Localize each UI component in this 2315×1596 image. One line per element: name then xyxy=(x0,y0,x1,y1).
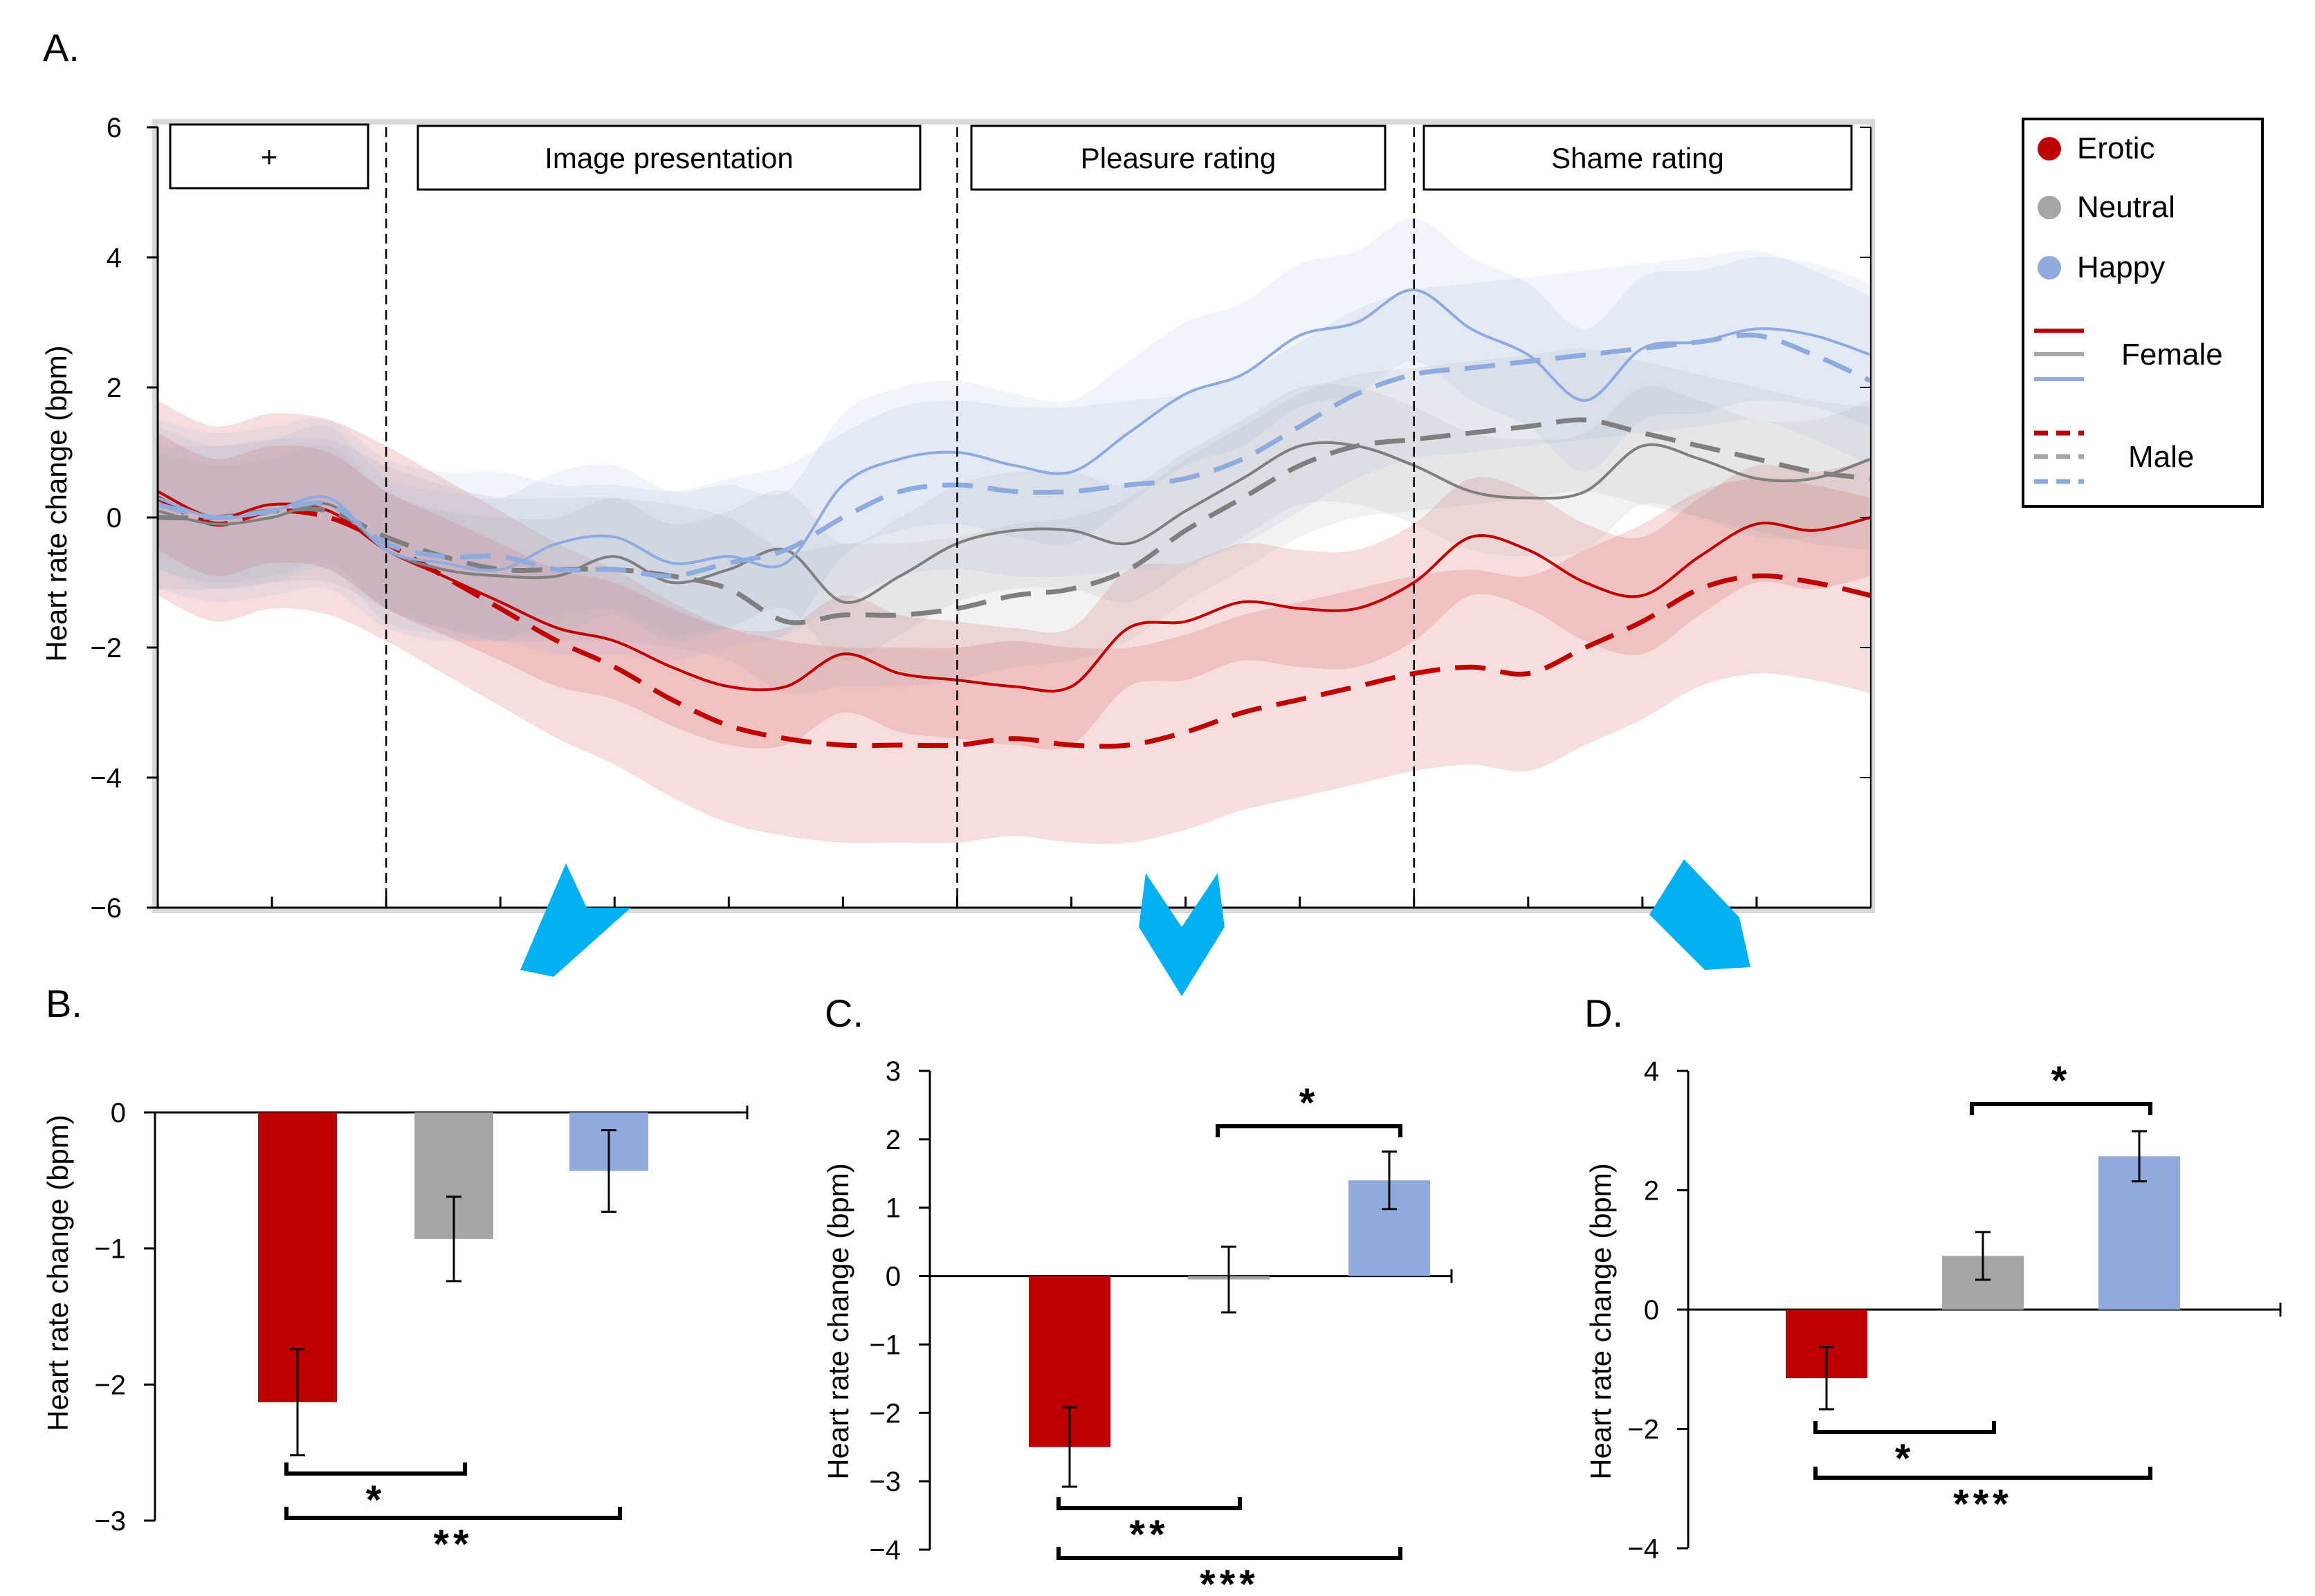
arrow-shame-rating-icon xyxy=(1649,859,1750,970)
phase-box-shame-rating xyxy=(1422,125,1853,191)
panel-b-ytick-label: 0 xyxy=(111,1098,126,1128)
legend-male-label: Male xyxy=(2128,440,2194,474)
significance-bracket xyxy=(1056,1547,1402,1560)
panel-c-ytick-label: −2 xyxy=(869,1398,901,1429)
arrow-pleasure-rating-icon xyxy=(1139,873,1225,996)
band-erotic-female xyxy=(158,432,1871,750)
panel-a-ytick-label: −4 xyxy=(90,763,122,794)
panel-d: D. 420−2−4***** Heart rate change (bpm) xyxy=(1584,991,2282,1564)
phase-label-image-presentation: Image presentation xyxy=(545,142,794,174)
panel-a-lines xyxy=(156,288,1872,749)
legend-happy-marker xyxy=(2038,256,2061,279)
phase-box-fixation xyxy=(169,123,369,190)
panel-d-ytick-label: 0 xyxy=(1644,1295,1659,1326)
significance-label: ** xyxy=(1129,1512,1169,1557)
arrow-image-presentation-icon xyxy=(520,863,631,977)
panel-a-phase-boundaries xyxy=(385,127,1415,908)
panel-a-ytick-label: 6 xyxy=(107,113,122,143)
significance-bracket xyxy=(1813,1467,2152,1480)
significance-label: ** xyxy=(433,1522,473,1567)
panel-b-y-axis-title: Heart rate change (bpm) xyxy=(42,1115,74,1431)
line-happy-male xyxy=(157,332,1872,579)
panel-d-ytick-label: −2 xyxy=(1627,1415,1659,1445)
panel-c-ytick-label: 0 xyxy=(886,1262,901,1292)
band-happy-male xyxy=(158,250,1871,661)
panel-a-ytick-label: 2 xyxy=(107,373,122,403)
line-happy-female xyxy=(157,288,1872,572)
phase-box-image-presentation xyxy=(417,125,922,191)
significance-bracket xyxy=(1813,1421,1996,1434)
legend-erotic-marker xyxy=(2038,137,2061,160)
significance-label: *** xyxy=(1200,1562,1259,1596)
panel-a: A. + Image presentation Pleasure rating Sha… xyxy=(40,26,2264,924)
panel-c-y-axis-title: Heart rate change (bpm) xyxy=(822,1163,854,1480)
panel-c-ytick-label: 2 xyxy=(886,1125,901,1155)
panel-d-ytick-label: 4 xyxy=(1644,1056,1659,1087)
panel-a-label: A. xyxy=(43,26,80,69)
panel-c-ytick-label: −3 xyxy=(869,1467,901,1497)
panel-d-ytick-label: 2 xyxy=(1644,1176,1659,1207)
legend-box xyxy=(2022,118,2264,508)
panel-a-y-axis-title: Heart rate change (bpm) xyxy=(40,345,73,662)
line-erotic-female xyxy=(157,490,1872,692)
panel-a-axes: 6 4 2 0 −2 −4 −6 xyxy=(90,113,1872,924)
panel-a-frame xyxy=(152,119,1875,913)
panel-b-plot: 0−1−2−3 *** xyxy=(94,1098,749,1567)
panel-c-ytick-label: 3 xyxy=(886,1056,901,1087)
phase-label-shame-rating: Shame rating xyxy=(1551,142,1724,174)
band-erotic-male xyxy=(158,400,1871,844)
significance-bracket xyxy=(1970,1102,2152,1115)
panel-c-ytick-label: 1 xyxy=(886,1193,901,1224)
panel-a-ytick-label: 4 xyxy=(107,243,122,273)
significance-bracket xyxy=(1216,1124,1402,1137)
panel-a-phase-boxes: + Image presentation Pleasure rating Shame … xyxy=(169,123,1853,191)
phase-label-fixation: + xyxy=(261,140,278,173)
panel-d-y-axis-title: Heart rate change (bpm) xyxy=(1584,1163,1617,1480)
significance-label: * xyxy=(2051,1058,2071,1103)
panel-c-ytick-label: −1 xyxy=(869,1330,901,1360)
panel-d-label: D. xyxy=(1584,991,1623,1035)
panel-d-ytick-label: −4 xyxy=(1627,1534,1659,1564)
line-erotic-male xyxy=(156,495,1872,749)
band-neutral-female xyxy=(158,384,1871,661)
panel-a-ytick-label: 0 xyxy=(107,503,122,533)
significance-bracket xyxy=(284,1507,622,1520)
line-neutral-female xyxy=(157,441,1872,605)
significance-label: *** xyxy=(1953,1482,2013,1527)
panel-b-label: B. xyxy=(46,982,82,1025)
significance-bracket xyxy=(284,1462,467,1476)
significance-label: * xyxy=(1299,1081,1319,1126)
significance-bracket xyxy=(1056,1497,1242,1510)
panel-b-ytick-label: −1 xyxy=(94,1234,126,1265)
panel-b: B. 0−1−2−3 *** Heart rate change (bpm) xyxy=(42,982,749,1567)
panel-c-label: C. xyxy=(825,991,863,1035)
phase-box-pleasure-rating xyxy=(970,125,1387,191)
legend-neutral-label: Neutral xyxy=(2077,190,2175,224)
phase-label-pleasure-rating: Pleasure rating xyxy=(1081,142,1277,174)
phase-arrows xyxy=(520,859,1750,996)
panel-a-ytick-label: −6 xyxy=(90,893,122,924)
panel-b-ytick-label: −2 xyxy=(94,1370,126,1400)
panel-b-ytick-label: −3 xyxy=(94,1506,126,1537)
panel-d-plot: 420−2−4***** xyxy=(1627,1056,2282,1564)
legend-happy-label: Happy xyxy=(2077,250,2165,284)
legend-female-label: Female xyxy=(2121,338,2223,372)
significance-label: * xyxy=(1895,1436,1915,1481)
legend-erotic-label: Erotic xyxy=(2077,131,2154,165)
panel-c-ytick-label: −4 xyxy=(869,1535,901,1566)
panel-a-ytick-label: −2 xyxy=(90,633,122,663)
legend: Erotic Neutral Happy Female Male xyxy=(2022,118,2264,508)
legend-neutral-marker xyxy=(2038,196,2061,219)
significance-label: * xyxy=(366,1478,386,1523)
